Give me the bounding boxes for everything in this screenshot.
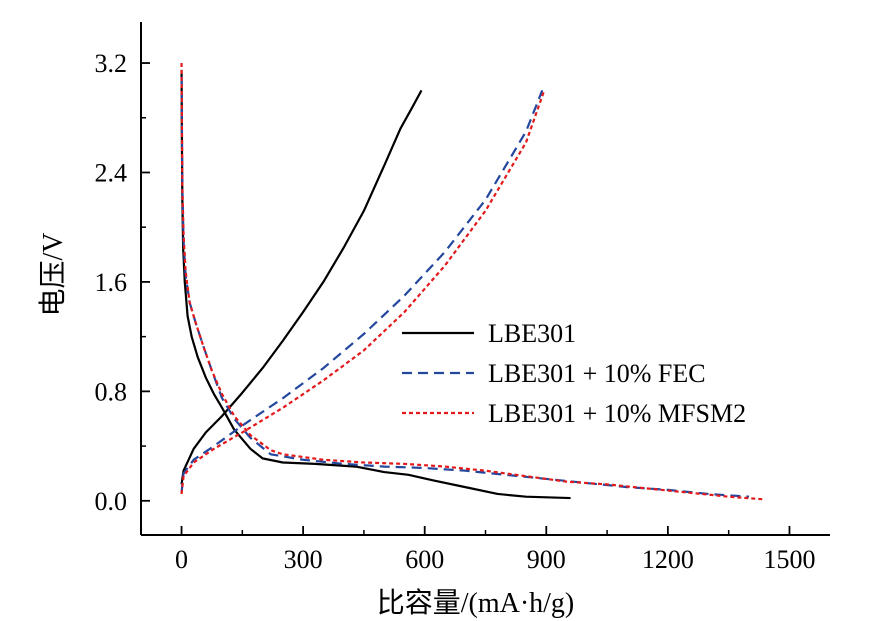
x-tick-label: 600 [405, 545, 444, 574]
y-tick-label: 2.4 [95, 158, 128, 187]
series-lbe301-discharge-line [180, 69, 571, 500]
x-tick-label: 1500 [763, 545, 815, 574]
legend-label-mfsm2: LBE301 + 10% MFSM2 [488, 399, 746, 428]
plot-curves [180, 63, 766, 501]
x-ticks: 0 300 600 900 1200 1500 [175, 526, 815, 574]
series-mfsm2-discharge-line [180, 63, 766, 501]
x-tick-label: 1200 [642, 545, 694, 574]
y-axis-title: 电压/V [37, 232, 69, 316]
y-tick-label: 3.2 [95, 49, 128, 78]
x-tick-label: 0 [175, 545, 188, 574]
y-tick-label: 0.8 [95, 377, 128, 406]
y-tick-label: 1.6 [95, 268, 128, 297]
axes [140, 22, 830, 536]
series-lbe301-charge-line [180, 89, 423, 485]
y-ticks: 0.0 0.8 1.6 2.4 3.2 [95, 49, 150, 516]
x-tick-label: 300 [284, 545, 323, 574]
y-tick-label: 0.0 [95, 487, 128, 516]
series-fec-charge-line [180, 89, 544, 493]
x-tick-label: 900 [527, 545, 566, 574]
series-fec-discharge-line [180, 76, 750, 498]
legend-label-lbe301: LBE301 [488, 319, 576, 348]
series-mfsm2-charge-line [180, 90, 546, 495]
legend-label-fec: LBE301 + 10% FEC [488, 359, 706, 388]
legend: LBE301 LBE301 + 10% FEC LBE301 + 10% MFS… [402, 319, 746, 428]
x-axis-title: 比容量/(mA·h/g) [377, 587, 575, 619]
